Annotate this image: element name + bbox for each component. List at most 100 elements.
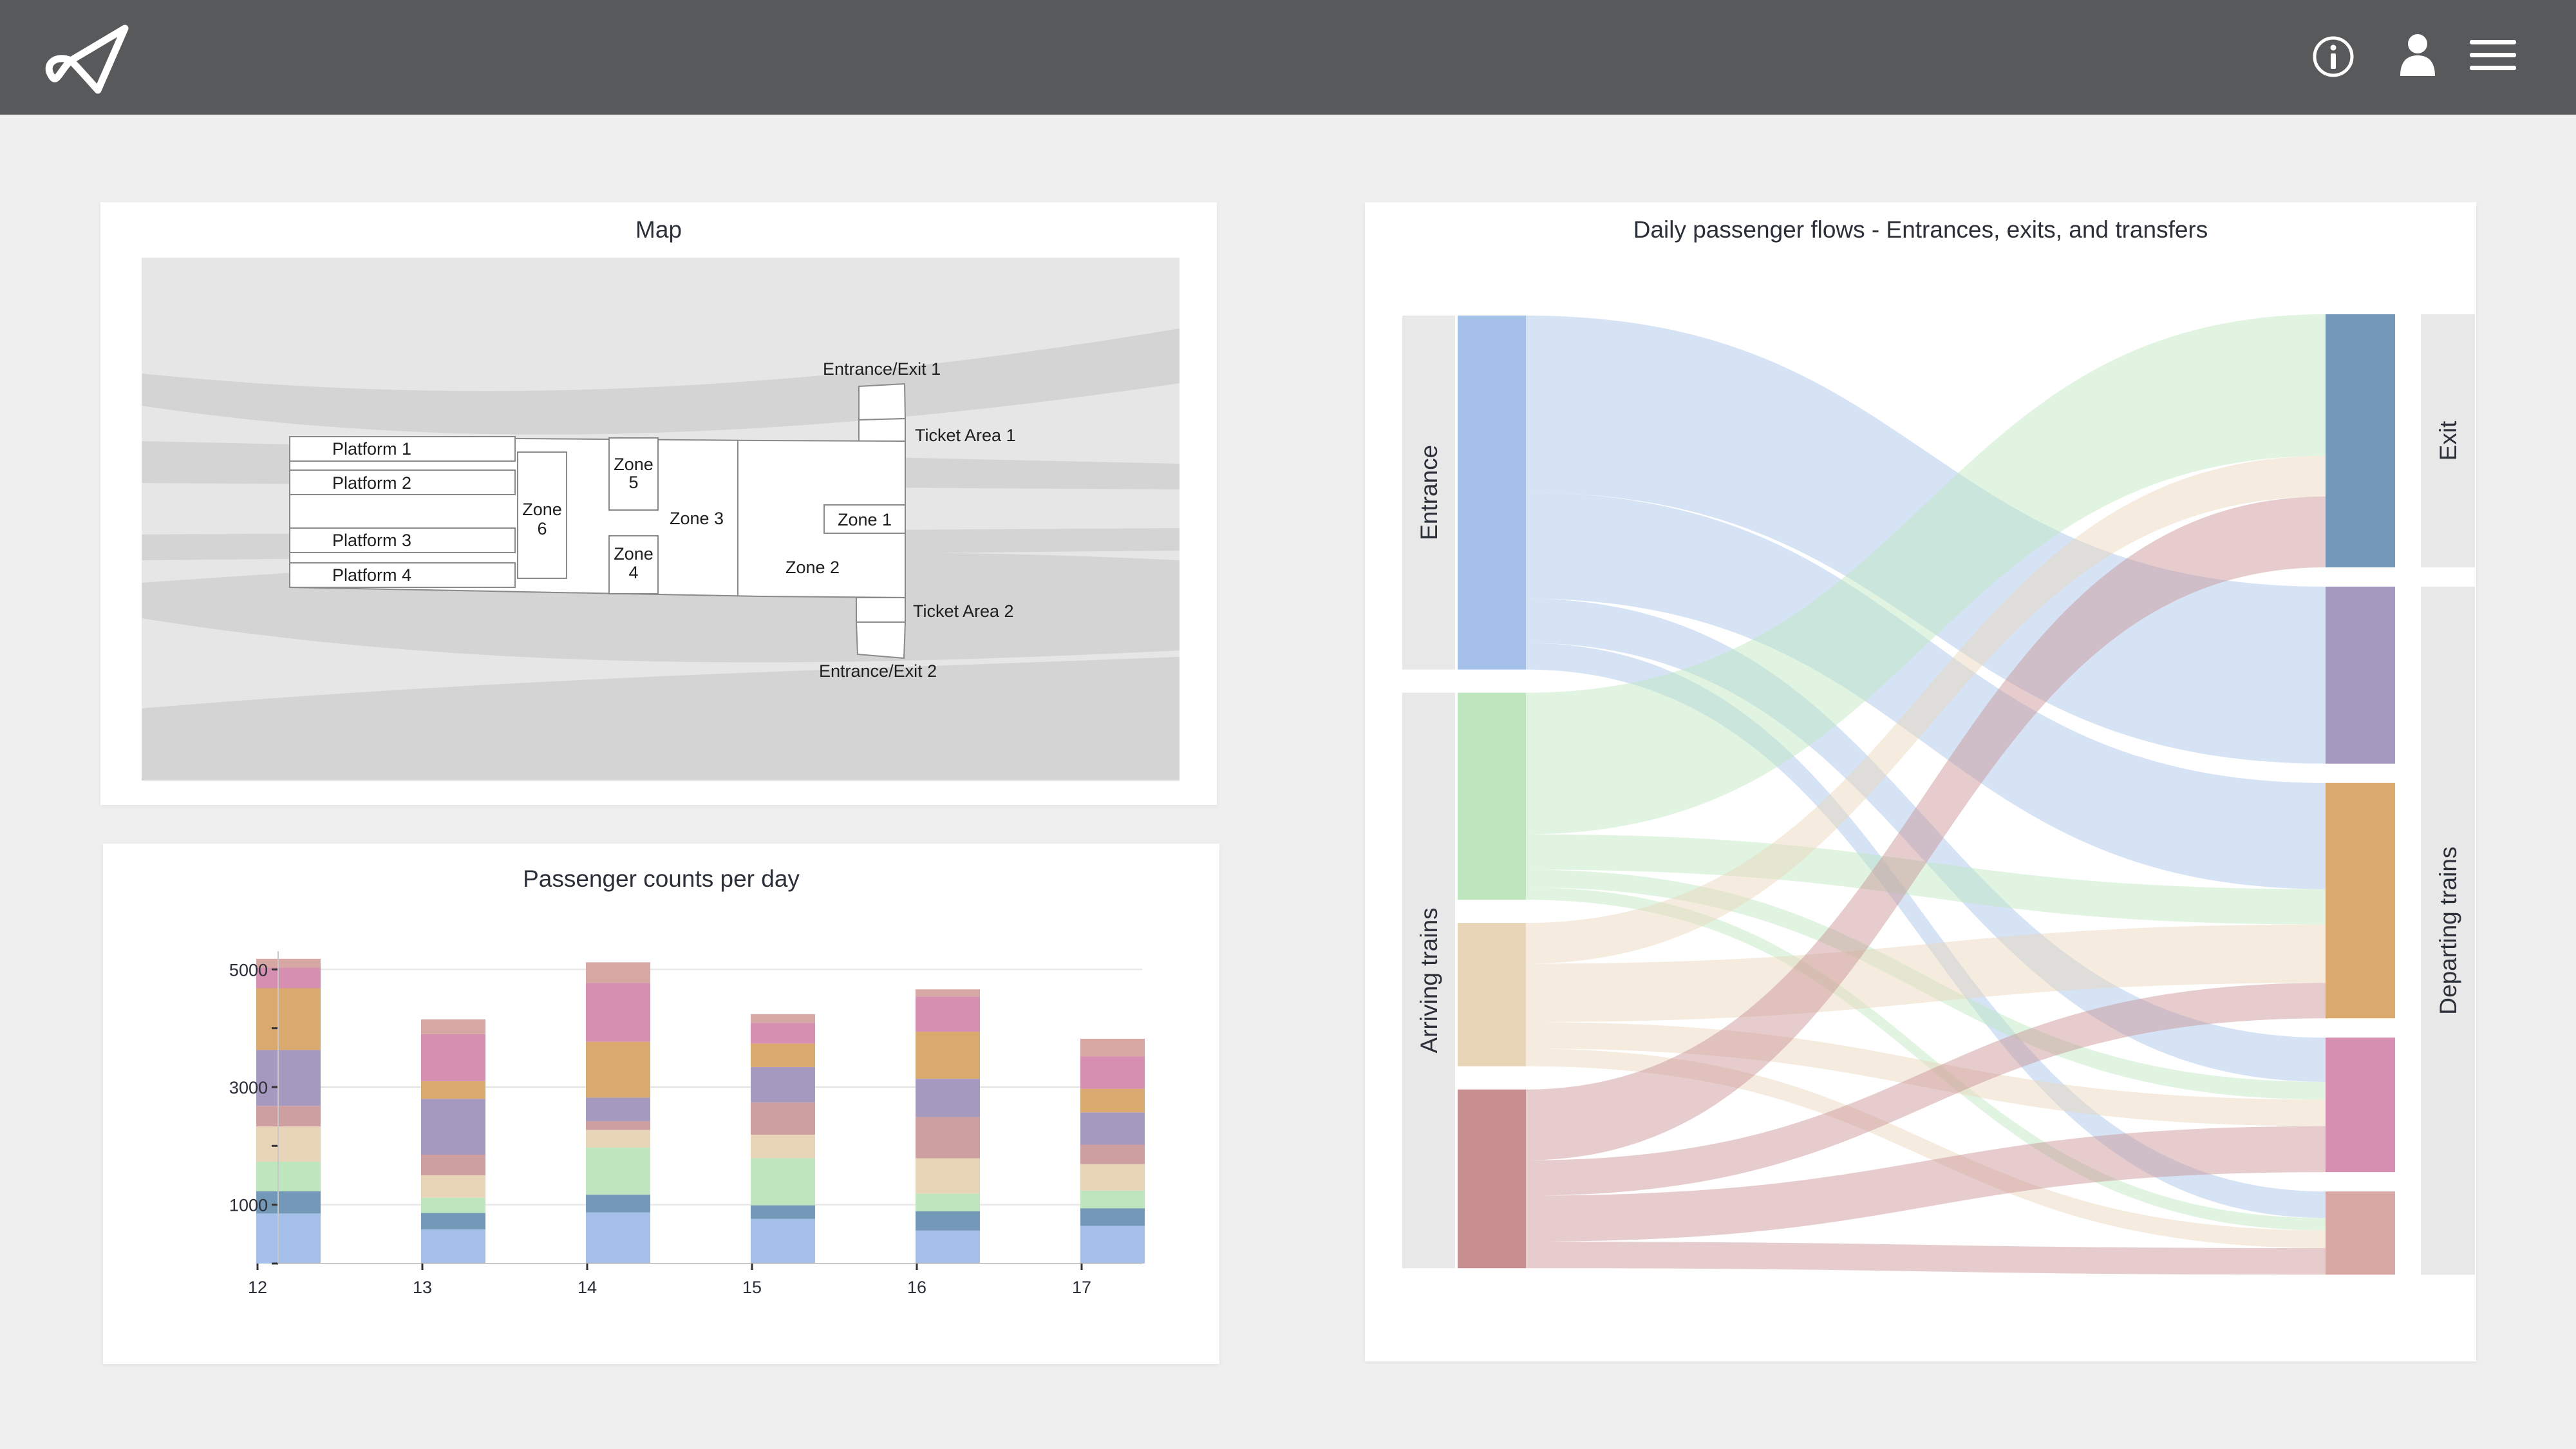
entrance-exit-2-shape[interactable] bbox=[855, 621, 907, 659]
platform-1-shape[interactable] bbox=[289, 436, 516, 462]
bar-segment[interactable] bbox=[421, 1081, 485, 1099]
bar-segment[interactable] bbox=[1080, 1144, 1145, 1164]
bar-segment[interactable] bbox=[916, 996, 980, 1032]
platform-2-shape[interactable] bbox=[289, 469, 516, 495]
bar-segment[interactable] bbox=[1080, 1112, 1145, 1145]
bar-segment[interactable] bbox=[586, 1195, 650, 1213]
bar-segment[interactable] bbox=[256, 1050, 321, 1106]
ticket-area-2-shape[interactable] bbox=[856, 597, 906, 623]
bar-segment[interactable] bbox=[421, 1213, 485, 1230]
bar-segment[interactable] bbox=[751, 1043, 815, 1067]
entrance-exit-1-shape[interactable] bbox=[858, 383, 907, 421]
flow-link[interactable] bbox=[1526, 316, 2326, 764]
bar-segment[interactable] bbox=[916, 1211, 980, 1231]
bar-segment[interactable] bbox=[586, 1121, 650, 1130]
zone-5-shape[interactable] bbox=[608, 437, 659, 511]
bar-segment[interactable] bbox=[751, 1134, 815, 1159]
bar-segment[interactable] bbox=[916, 1032, 980, 1079]
flow-link[interactable] bbox=[1526, 887, 2326, 1231]
flow-link[interactable] bbox=[1526, 834, 2326, 925]
bar-segment[interactable] bbox=[751, 1158, 815, 1206]
bar-segment[interactable] bbox=[256, 1191, 321, 1214]
flow-link[interactable] bbox=[1526, 314, 2326, 835]
zone-6-shape[interactable] bbox=[517, 451, 567, 579]
bar-segment[interactable] bbox=[586, 1130, 650, 1148]
info-icon[interactable] bbox=[2311, 35, 2355, 79]
flow-link[interactable] bbox=[1526, 1126, 2326, 1242]
y-tick-label: 3000 bbox=[229, 1078, 268, 1097]
bar-segment[interactable] bbox=[256, 1126, 321, 1162]
bar-segment[interactable] bbox=[421, 1155, 485, 1175]
bar-segment[interactable] bbox=[421, 1229, 485, 1264]
flow-link[interactable] bbox=[1526, 983, 2326, 1196]
station-map[interactable]: Platform 1 Platform 2 Platform 3 Platfor… bbox=[142, 258, 1180, 781]
flow-link[interactable] bbox=[1526, 598, 2326, 1082]
bar-segment[interactable] bbox=[256, 1161, 321, 1191]
bar-segment[interactable] bbox=[751, 1205, 815, 1219]
bar-segment[interactable] bbox=[1080, 1088, 1145, 1113]
bar-segment[interactable] bbox=[256, 1106, 321, 1127]
bar-segment[interactable] bbox=[586, 962, 650, 983]
source-node[interactable] bbox=[1458, 316, 1526, 670]
target-node[interactable] bbox=[2326, 314, 2395, 567]
flow-link[interactable] bbox=[1526, 1242, 2326, 1275]
flow-link[interactable] bbox=[1526, 1048, 2326, 1249]
bar-segment[interactable] bbox=[751, 1014, 815, 1023]
bar-segment[interactable] bbox=[751, 1066, 815, 1103]
bar-segment[interactable] bbox=[421, 1197, 485, 1213]
bar-segment[interactable] bbox=[421, 1019, 485, 1034]
bar-segment[interactable] bbox=[751, 1218, 815, 1264]
bar-segment[interactable] bbox=[586, 1148, 650, 1195]
bar-segment[interactable] bbox=[256, 988, 321, 1050]
zone-1-shape[interactable] bbox=[823, 504, 906, 534]
bar-segment[interactable] bbox=[586, 1097, 650, 1121]
user-icon[interactable] bbox=[2398, 32, 2438, 77]
bar-segment[interactable] bbox=[916, 1079, 980, 1117]
flow-link[interactable] bbox=[1526, 643, 2326, 1218]
bar-segment[interactable] bbox=[1080, 1039, 1145, 1057]
bar-segment[interactable] bbox=[916, 1230, 980, 1264]
passenger-counts-chart[interactable]: 5000 3000 1000 12 13 14 15 16 17 bbox=[103, 844, 1219, 1364]
bar-segment[interactable] bbox=[1080, 1208, 1145, 1226]
bar-segment[interactable] bbox=[916, 1117, 980, 1159]
bar-segment[interactable] bbox=[916, 1158, 980, 1194]
bar-segment[interactable] bbox=[751, 1102, 815, 1135]
bar-segment[interactable] bbox=[586, 1212, 650, 1264]
target-node[interactable] bbox=[2326, 1037, 2395, 1173]
source-node[interactable] bbox=[1458, 692, 1526, 900]
target-node[interactable] bbox=[2326, 782, 2395, 1019]
flow-link[interactable] bbox=[1526, 497, 2326, 1160]
flow-link[interactable] bbox=[1526, 492, 2326, 889]
platform-3-shape[interactable] bbox=[289, 527, 516, 553]
bar-segment[interactable] bbox=[1080, 1226, 1145, 1264]
bar-segment[interactable] bbox=[916, 989, 980, 997]
flow-link[interactable] bbox=[1526, 455, 2326, 964]
flow-link[interactable] bbox=[1526, 869, 2326, 1100]
target-node[interactable] bbox=[2326, 1191, 2395, 1275]
bar-segment[interactable] bbox=[421, 1175, 485, 1198]
passenger-flow-sankey[interactable]: Entrance Arriving trains Exit Departing tra… bbox=[1365, 202, 2476, 1361]
zone-4-shape[interactable] bbox=[608, 535, 659, 594]
hamburger-menu-icon[interactable] bbox=[2470, 39, 2516, 72]
bar-segment[interactable] bbox=[586, 983, 650, 1042]
source-node[interactable] bbox=[1458, 1089, 1526, 1269]
paper-plane-logo-icon[interactable] bbox=[42, 23, 133, 97]
bar-segment[interactable] bbox=[256, 1213, 321, 1264]
bar-segment[interactable] bbox=[421, 1034, 485, 1081]
bar-segment[interactable] bbox=[586, 1041, 650, 1098]
bar-segment[interactable] bbox=[751, 1023, 815, 1044]
bar-segment[interactable] bbox=[421, 1099, 485, 1155]
bar-segment[interactable] bbox=[1080, 1056, 1145, 1089]
bar-segment[interactable] bbox=[1080, 1190, 1145, 1209]
bar-segment[interactable] bbox=[256, 967, 321, 989]
platform-4-shape[interactable] bbox=[289, 562, 516, 588]
ticket-area-1-shape[interactable] bbox=[858, 417, 906, 442]
flow-link[interactable] bbox=[1526, 924, 2326, 1023]
source-node[interactable] bbox=[1458, 923, 1526, 1066]
bar-segment[interactable] bbox=[256, 958, 321, 968]
flow-link[interactable] bbox=[1526, 1022, 2326, 1126]
zone-6-label-line2: 6 bbox=[537, 519, 547, 538]
target-node[interactable] bbox=[2326, 586, 2395, 764]
bar-segment[interactable] bbox=[1080, 1164, 1145, 1191]
bar-segment[interactable] bbox=[916, 1193, 980, 1211]
